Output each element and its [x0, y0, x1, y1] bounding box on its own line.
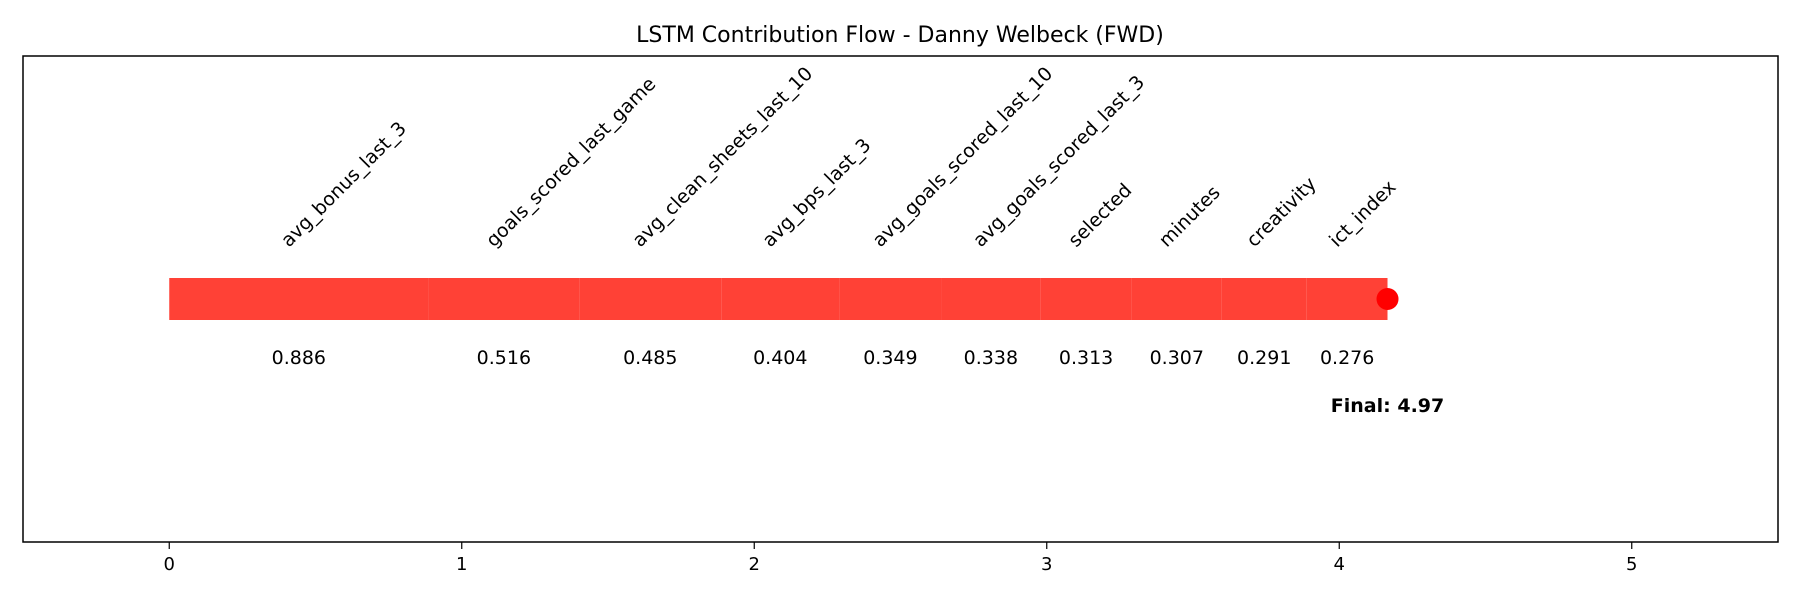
value-label: 0.338: [964, 347, 1018, 369]
feature-label: selected: [1064, 179, 1136, 251]
x-tick-label: 0: [164, 554, 175, 575]
bar-segment: [721, 278, 840, 320]
x-tick-label: 3: [1041, 554, 1052, 575]
x-tick-label: 1: [456, 554, 467, 575]
plot-area-frame: [22, 55, 1779, 543]
value-label: 0.349: [863, 347, 917, 369]
value-label: 0.404: [753, 347, 807, 369]
contribution-bars: [169, 278, 1399, 320]
bar-segment: [579, 278, 722, 320]
value-label: 0.516: [477, 347, 531, 369]
value-label: 0.291: [1237, 347, 1291, 369]
value-label: 0.307: [1150, 347, 1204, 369]
feature-label: avg_bonus_last_3: [277, 118, 411, 252]
feature-label: goals_scored_last_game: [482, 73, 660, 251]
bar-segment: [169, 278, 429, 320]
bar-segment: [839, 278, 942, 320]
final-label: Final: 4.97: [1331, 395, 1444, 417]
bar-segment: [1306, 278, 1388, 320]
feature-label: avg_goals_scored_last_10: [868, 63, 1057, 252]
x-axis: 0 1 2 3 4 5: [164, 542, 1637, 575]
x-tick-label: 4: [1334, 554, 1345, 575]
feature-label: creativity: [1242, 173, 1321, 252]
value-labels: 0.886 0.516 0.485 0.404 0.349 0.338 0.313 0.307…: [272, 347, 1375, 369]
x-tick-label: 2: [749, 554, 760, 575]
bar-segment: [941, 278, 1041, 320]
bar-segment: [428, 278, 580, 320]
value-label: 0.313: [1059, 347, 1113, 369]
feature-labels: avg_bonus_last_3 goals_scored_last_game av…: [277, 63, 1401, 252]
chart-title: LSTM Contribution Flow - Danny Welbeck (…: [636, 23, 1164, 48]
feature-label: avg_bps_last_3: [758, 134, 875, 251]
feature-label: ict_index: [1325, 176, 1400, 251]
bar-segment: [1040, 278, 1132, 320]
end-marker: [1376, 288, 1399, 310]
feature-label: minutes: [1155, 182, 1225, 252]
value-label: 0.886: [272, 347, 326, 369]
value-label: 0.485: [623, 347, 677, 369]
bar-segment: [1221, 278, 1307, 320]
bar-segment: [1131, 278, 1222, 320]
feature-label: avg_goals_scored_last_3: [969, 71, 1149, 251]
value-label: 0.276: [1320, 347, 1374, 369]
x-tick-label: 5: [1626, 554, 1637, 575]
